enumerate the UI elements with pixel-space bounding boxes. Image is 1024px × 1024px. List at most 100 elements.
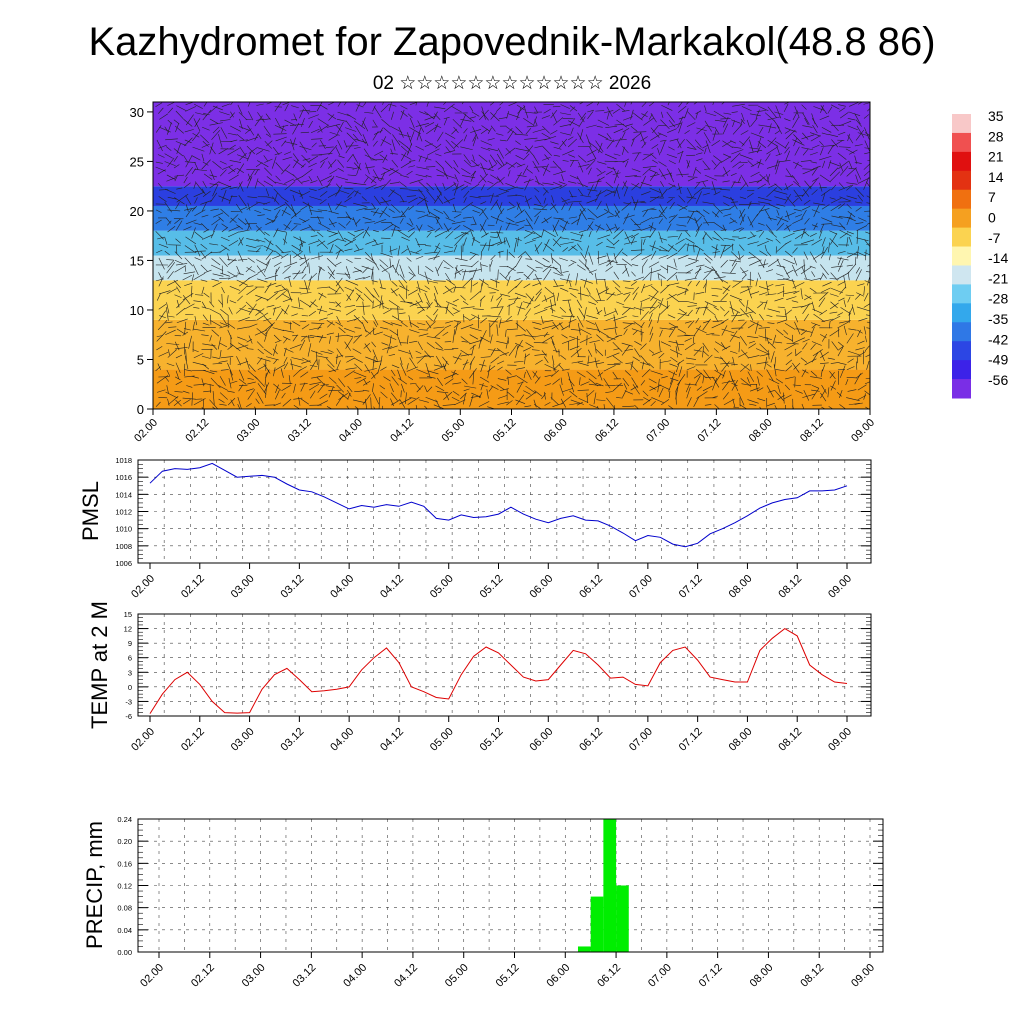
wind-vector bbox=[747, 399, 759, 404]
wind-vector bbox=[219, 349, 222, 359]
wind-vector bbox=[194, 231, 204, 239]
wind-vector bbox=[455, 257, 468, 262]
wind-vector bbox=[515, 194, 525, 197]
wind-vector bbox=[525, 218, 534, 230]
wind-vector bbox=[424, 139, 437, 148]
wind-vector bbox=[764, 209, 772, 221]
wind-vector bbox=[828, 254, 831, 261]
colorbar-segment bbox=[952, 151, 971, 172]
wind-vector bbox=[755, 278, 759, 287]
wind-vector bbox=[722, 116, 729, 128]
wind-vector bbox=[802, 303, 810, 314]
wind-vector bbox=[651, 285, 659, 293]
wind-vector bbox=[201, 378, 205, 387]
wind-vector bbox=[630, 218, 641, 229]
wind-vector bbox=[219, 322, 230, 327]
wind-vector bbox=[319, 334, 324, 343]
wind-vector bbox=[328, 218, 335, 228]
wind-vector bbox=[381, 139, 392, 146]
wind-vector bbox=[738, 321, 747, 331]
wind-vector bbox=[595, 348, 604, 357]
wind-vector bbox=[863, 326, 867, 335]
wind-vector bbox=[535, 175, 540, 185]
colorbar-segment bbox=[952, 132, 971, 153]
wind-vector bbox=[695, 216, 702, 224]
wind-vector bbox=[594, 342, 597, 354]
wind-vector bbox=[804, 218, 810, 225]
wind-vector bbox=[488, 320, 498, 323]
wind-vector bbox=[668, 214, 678, 224]
wind-vector bbox=[550, 130, 558, 135]
wind-vector bbox=[606, 292, 615, 301]
wind-vector bbox=[800, 160, 812, 162]
wind-vector bbox=[667, 314, 676, 319]
wind-vector bbox=[418, 188, 426, 198]
wind-vector bbox=[767, 322, 775, 324]
precip-x-tick-label: 07.12 bbox=[697, 962, 725, 990]
wind-vector bbox=[365, 166, 375, 169]
wind-vector bbox=[533, 166, 547, 168]
wind-vector bbox=[452, 307, 459, 312]
wind-vector bbox=[669, 371, 676, 385]
wind-vector bbox=[398, 377, 408, 385]
wind-vector bbox=[496, 348, 508, 356]
wind-vector bbox=[326, 332, 335, 335]
wind-vector bbox=[191, 168, 197, 174]
wind-vector bbox=[407, 289, 418, 296]
wind-vector bbox=[347, 174, 357, 176]
wind-vector bbox=[759, 343, 769, 353]
wind-vector bbox=[201, 334, 209, 336]
wind-vector bbox=[184, 207, 196, 211]
wind-vector bbox=[785, 168, 793, 178]
wind-vector bbox=[532, 371, 540, 380]
wind-vector bbox=[461, 378, 468, 385]
wind-vector bbox=[158, 276, 164, 287]
wind-vector bbox=[372, 360, 382, 363]
wind-vector bbox=[504, 272, 510, 279]
x-tick-label: 06.00 bbox=[542, 417, 570, 445]
wind-vector bbox=[480, 359, 485, 373]
wind-vector bbox=[390, 369, 396, 377]
wind-vector bbox=[768, 123, 772, 134]
wind-vector bbox=[210, 314, 212, 325]
wind-vector bbox=[365, 286, 375, 298]
wind-vector bbox=[460, 336, 471, 344]
wind-vector bbox=[400, 110, 408, 117]
wind-vector bbox=[469, 368, 477, 379]
wind-vector bbox=[175, 370, 180, 379]
wind-vector bbox=[588, 294, 599, 304]
wind-vector bbox=[684, 321, 692, 324]
wind-vector bbox=[673, 258, 677, 268]
wind-vector bbox=[193, 103, 203, 109]
wind-vector bbox=[174, 347, 188, 350]
wind-vector bbox=[819, 182, 823, 192]
wind-vector bbox=[839, 196, 852, 202]
wind-vector bbox=[648, 114, 653, 120]
wind-vector bbox=[498, 306, 504, 316]
wind-vector bbox=[766, 281, 769, 295]
wind-vector bbox=[352, 399, 366, 404]
precip-y-tick-label: 0.20 bbox=[117, 837, 132, 846]
wind-vector bbox=[427, 280, 439, 284]
wind-vector bbox=[451, 106, 462, 113]
wind-vector bbox=[639, 175, 646, 189]
wind-vector bbox=[740, 363, 750, 372]
wind-vector bbox=[854, 161, 862, 164]
wind-vector bbox=[819, 273, 824, 281]
wind-vector bbox=[354, 287, 363, 294]
wind-vector bbox=[489, 154, 498, 165]
wind-vector bbox=[720, 229, 727, 231]
wind-vector bbox=[821, 127, 832, 133]
wind-vector bbox=[264, 282, 272, 294]
wind-vector bbox=[669, 122, 682, 128]
wind-vector bbox=[757, 398, 766, 402]
wind-vector bbox=[820, 334, 827, 339]
wind-vector bbox=[454, 174, 459, 183]
wind-vector bbox=[378, 397, 381, 409]
wind-vector bbox=[289, 344, 302, 350]
wind-vector bbox=[373, 195, 381, 205]
temp-x-tick-label: 05.12 bbox=[478, 726, 506, 754]
wind-vector bbox=[281, 206, 288, 217]
wind-vector bbox=[739, 288, 751, 294]
wind-vector bbox=[765, 224, 774, 234]
